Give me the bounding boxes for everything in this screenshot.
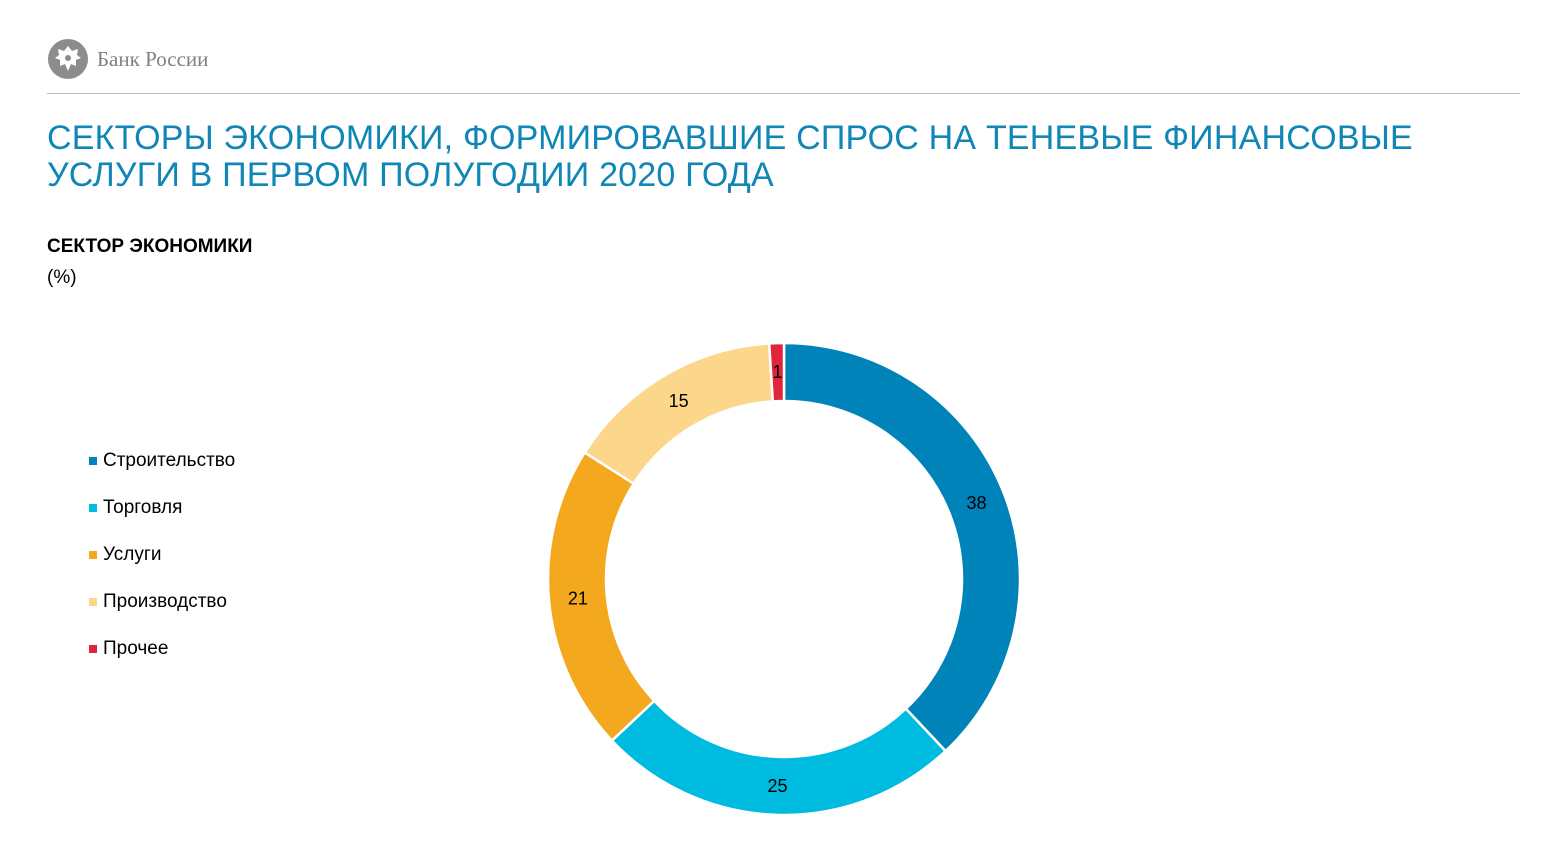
slice-value-label: 1 [772,362,782,382]
legend-swatch [89,550,97,559]
legend-item: Строительство [89,437,235,484]
legend-label: Торговля [103,496,183,518]
legend-item: Услуги [89,531,235,578]
legend-swatch [89,503,97,512]
donut-slice [782,341,1022,753]
eagle-emblem-icon [48,39,88,79]
legend-item: Производство [89,578,235,625]
chart-unit: (%) [47,267,77,288]
slice-value-label: 25 [767,776,787,796]
legend-label: Услуги [103,543,162,565]
chart-title: СЕКТОР ЭКОНОМИКИ [47,236,253,257]
slice-value-label: 21 [568,588,588,608]
legend-label: Прочее [103,637,169,659]
page-title: Секторы экономики, формировавшие спрос н… [47,119,1413,194]
legend-label: Производство [103,590,227,612]
chart-legend: Строительство Торговля Услуги Производство П… [89,437,235,672]
header-divider [47,93,1520,94]
legend-item: Прочее [89,625,235,672]
bank-logo: Банк России [47,38,208,80]
donut-slice [546,450,657,743]
slice-value-label: 38 [966,493,986,513]
logo-text: Банк России [97,46,209,71]
slice-value-label: 15 [669,391,689,411]
donut-slice [767,341,786,403]
legend-item: Торговля [89,484,235,531]
legend-label: Строительство [103,449,236,471]
donut-slice [583,342,775,486]
legend-swatch [89,456,97,465]
legend-swatch [89,644,97,653]
legend-swatch [89,597,97,606]
donut-slice [610,699,948,817]
